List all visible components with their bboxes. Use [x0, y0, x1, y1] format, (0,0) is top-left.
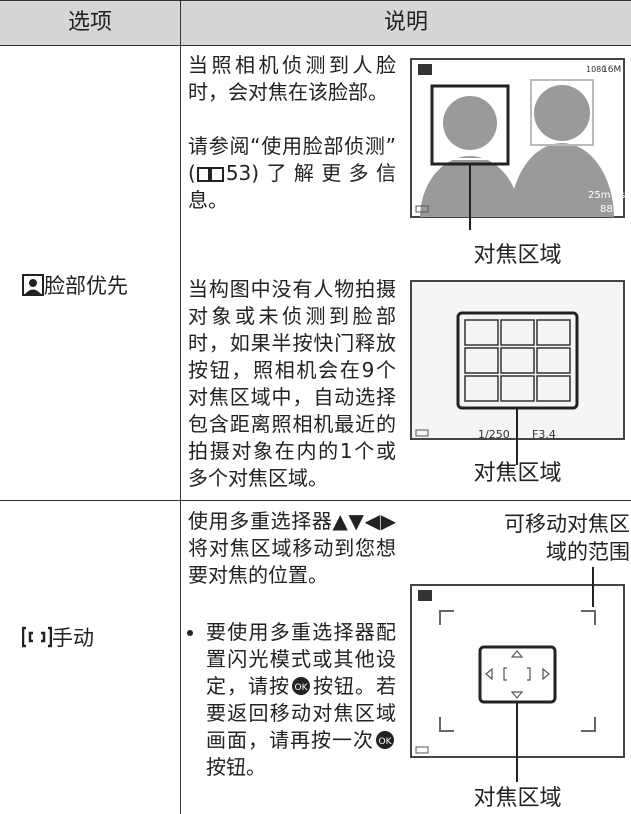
text: 按钮。	[206, 755, 266, 779]
bullet: 要使用多重选择器配置闪光模式或其他设定，请按OK按钮。若要返回移动对焦区域画面，…	[206, 619, 396, 781]
svg-text:OK: OK	[295, 683, 309, 693]
paragraph: 请参阅“使用脸部侦测”(53)了解更多信息。	[188, 133, 396, 214]
screen-text: 25m 0s	[588, 190, 625, 201]
svg-text:OK: OK	[379, 737, 393, 747]
screen-text: F3.4	[532, 428, 556, 441]
paragraph: 当构图中没有人物拍摄对象或未侦测到脸部时，如果半按快门释放按钮，照相机会在9个对…	[188, 277, 396, 490]
paragraph: 当照相机侦测到人脸时，会对焦在该脸部。	[188, 53, 396, 104]
screen-text: 16M	[602, 65, 621, 75]
book-icon	[196, 167, 224, 182]
figure-grid: 1/250 F3.4	[410, 280, 625, 465]
screen-text: 880	[600, 204, 619, 215]
screen-text: 1/250	[478, 428, 510, 441]
figure-manual	[410, 567, 625, 782]
row-divider	[0, 500, 631, 501]
option-label: 脸部优先	[44, 274, 128, 298]
screen-text: 1080	[586, 65, 606, 74]
text: 请参阅“使用脸部侦测”(	[188, 134, 396, 185]
figure-label: 可移动对焦区域的范围	[504, 512, 630, 564]
ok-icon: OK	[376, 731, 394, 749]
figure-face: 1080 16M 25m 0s 880	[410, 58, 625, 230]
ok-icon: OK	[292, 677, 310, 695]
header-option: 选项	[0, 0, 180, 46]
text: 要使用多重选择器配置闪光模式或其他设定，请按	[206, 620, 396, 698]
caption: 对焦区域	[473, 461, 562, 486]
option-manual: 手动	[22, 622, 94, 652]
bullet-list: 要使用多重选择器配置闪光模式或其他设定，请按OK按钮。若要返回移动对焦区域画面，…	[188, 619, 396, 781]
text: 53)了解更多信息。	[188, 161, 396, 212]
caption: 对焦区域	[473, 243, 562, 268]
caption: 对焦区域	[473, 786, 562, 811]
text: 按钮。若要返回移动对焦区域画面，请再按一次	[206, 674, 396, 752]
manual-icon	[22, 626, 52, 648]
face-icon	[22, 274, 44, 296]
paragraph: 使用多重选择器▲▼◀▶将对焦区域移动到您想要对焦的位置。	[188, 509, 396, 587]
option-face: 脸部优先	[22, 270, 128, 300]
header-description: 说明	[181, 0, 631, 46]
option-label: 手动	[52, 626, 94, 650]
column-divider	[180, 0, 181, 814]
